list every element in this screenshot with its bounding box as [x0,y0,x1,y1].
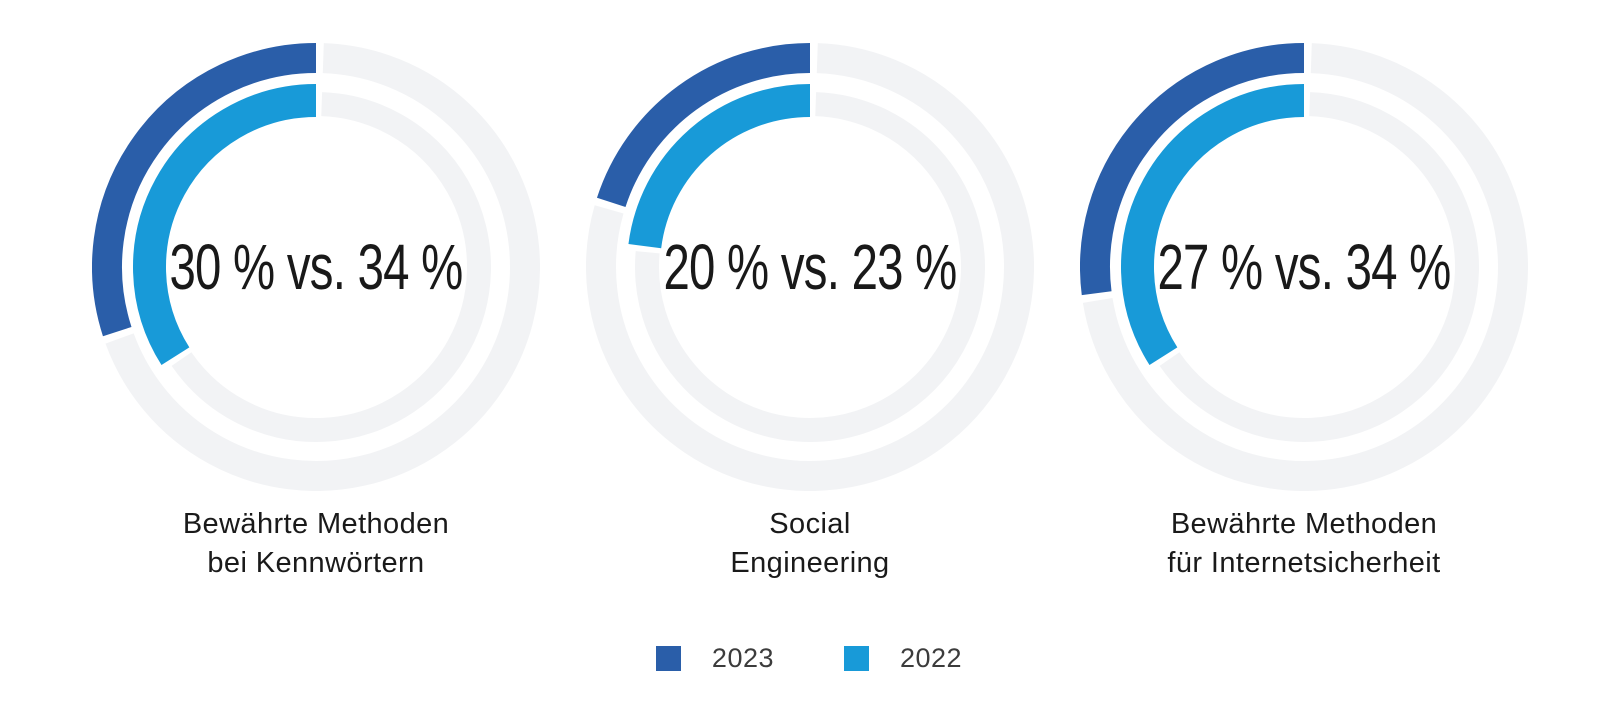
donut-wrap: 20 % vs. 23 % [586,43,1034,491]
legend-item-2023: 2023 [655,643,774,674]
donut-chart-internet-safety-best-practices: 27 % vs. 34 % Bewährte Methoden für Inte… [1057,0,1551,583]
donut-wrap: 27 % vs. 34 % [1080,43,1528,491]
legend-label-2023: 2023 [711,643,774,673]
caption-line-1: Bewährte Methoden [182,508,450,540]
chart-caption: Social Engineering [730,505,889,583]
donut-wrap: 30 % vs. 34 % [92,43,540,491]
legend-item-2022: 2022 [844,643,962,674]
caption-line-1: Bewährte Methoden [1170,508,1438,540]
donut-chart-password-best-practices: 30 % vs. 34 % Bewährte Methoden bei Kenn… [69,0,563,583]
donut-rings [586,43,1034,491]
caption-line-2: für Internetsicherheit [1167,547,1441,579]
legend-swatch-2022-icon [844,646,869,671]
legend-swatch-2023-icon [655,646,681,671]
legend: 2023 2022 [0,643,1618,674]
caption-line-2: Engineering [730,547,890,579]
chart-caption: Bewährte Methoden für Internetsicherheit [1167,505,1440,583]
charts-row: 30 % vs. 34 % Bewährte Methoden bei Kenn… [69,0,1551,583]
donut-rings [92,43,540,491]
chart-caption: Bewährte Methoden bei Kennwörtern [183,505,449,583]
donut-rings [1080,43,1528,491]
caption-line-2: bei Kennwörtern [207,547,425,579]
caption-line-1: Social [769,508,851,540]
donut-chart-social-engineering: 20 % vs. 23 % Social Engineering [563,0,1057,583]
legend-label-2022: 2022 [900,643,963,673]
